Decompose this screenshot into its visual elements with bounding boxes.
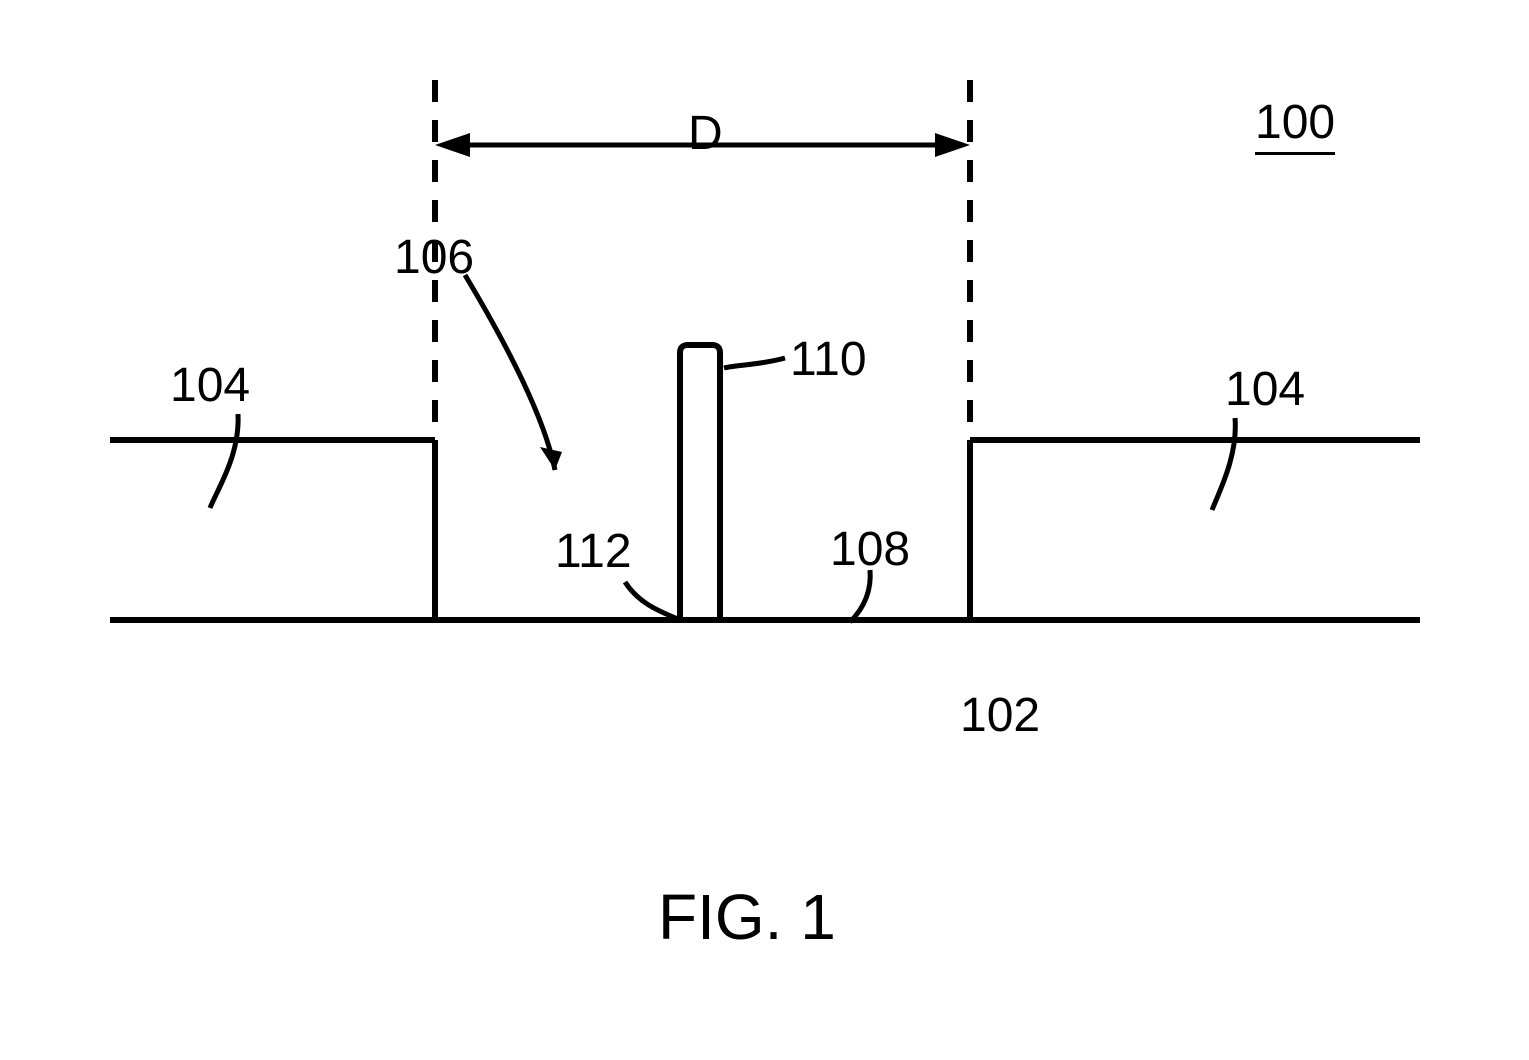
label-112: 112 xyxy=(555,524,632,579)
label-108: 108 xyxy=(830,522,910,577)
leader-104-right xyxy=(1212,418,1235,510)
pillar xyxy=(680,345,720,620)
leader-106-arrow xyxy=(540,447,562,470)
dimension-label: D xyxy=(688,106,723,161)
leader-106 xyxy=(465,275,555,470)
label-104-left: 104 xyxy=(170,358,250,413)
dimension-arrow-right xyxy=(935,133,970,157)
label-110: 110 xyxy=(790,332,867,387)
figure-diagram: 100 D 104 104 106 110 108 112 102 FIG. 1 xyxy=(0,0,1529,1060)
leader-112 xyxy=(625,582,680,620)
leader-104-left xyxy=(210,414,238,508)
figure-caption: FIG. 1 xyxy=(658,880,836,954)
figure-ref-number: 100 xyxy=(1255,95,1335,155)
dimension-arrow-left xyxy=(435,133,470,157)
label-106: 106 xyxy=(394,230,474,285)
leader-110 xyxy=(724,358,785,368)
leader-108 xyxy=(850,570,870,622)
label-104-right: 104 xyxy=(1225,362,1305,417)
label-102: 102 xyxy=(960,688,1040,743)
